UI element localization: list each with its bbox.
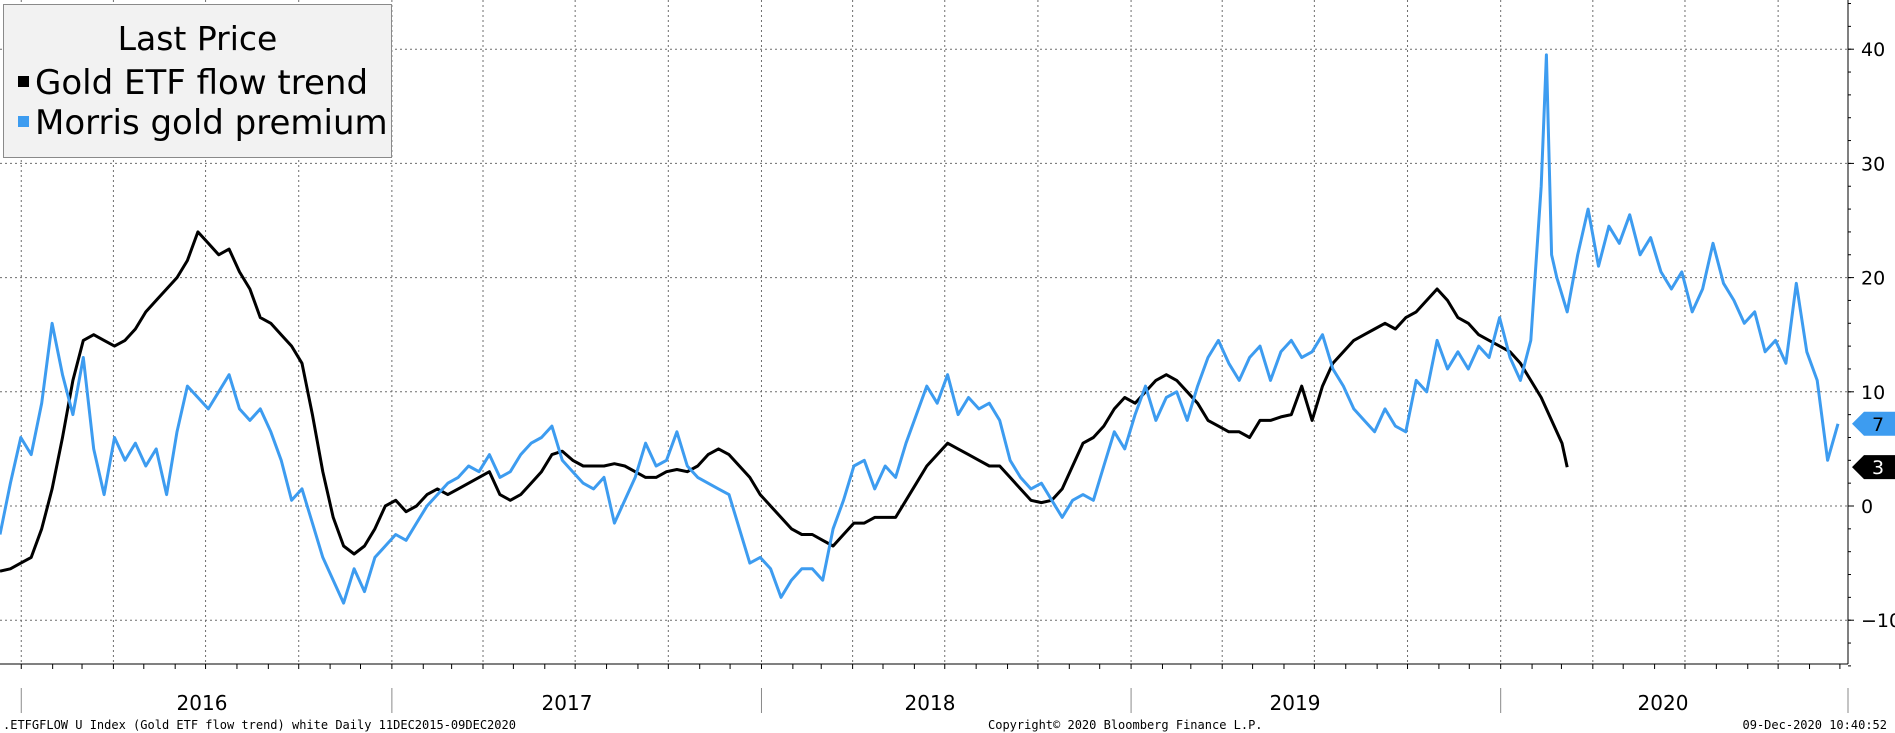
footer-timestamp: 09-Dec-2020 10:40:52 — [1742, 718, 1888, 732]
footer-index-info: .ETFGFLOW U Index (Gold ETF flow trend) … — [3, 718, 516, 732]
legend-label: Gold ETF flow trend — [35, 63, 369, 103]
legend-title: Last Price — [117, 19, 278, 58]
x-tick-label: 2016 — [177, 691, 228, 715]
last-value-label: 7 — [1872, 414, 1884, 436]
last-value-marker — [1852, 411, 1895, 436]
x-tick-label: 2018 — [905, 691, 956, 715]
legend-item-morris-gold-premium: Morris gold premium — [18, 103, 388, 143]
y-tick-label: 10 — [1861, 382, 1885, 404]
footer-copyright: Copyright© 2020 Bloomberg Finance L.P. — [988, 718, 1263, 732]
legend-label: Morris gold premium — [35, 103, 388, 143]
series-layer — [0, 53, 1840, 605]
y-tick-label: 20 — [1861, 268, 1885, 290]
legend-item-gold-etf-flow-trend: Gold ETF flow trend — [18, 63, 368, 103]
x-tick-label: 2019 — [1270, 691, 1321, 715]
legend-swatch-black — [18, 76, 29, 87]
legend-swatch-blue — [18, 116, 29, 127]
last-value-marker — [1852, 455, 1895, 480]
series-line — [0, 230, 1569, 573]
y-tick-label: 30 — [1861, 153, 1885, 175]
y-tick-label: 0 — [1861, 496, 1873, 518]
y-tick-label: −10 — [1861, 610, 1895, 632]
series-line — [0, 53, 1840, 605]
y-tick-label: 40 — [1861, 39, 1885, 61]
last-value-label: 3 — [1872, 457, 1884, 479]
legend: Last Price Gold ETF flow trend Morris go… — [3, 4, 392, 158]
x-tick-label: 2017 — [542, 691, 593, 715]
x-tick-label: 2020 — [1638, 691, 1689, 715]
axis-layer: −10 0 10 20 30 40 2016 2017 2018 2019 2020 7 3 — [0, 0, 1895, 715]
